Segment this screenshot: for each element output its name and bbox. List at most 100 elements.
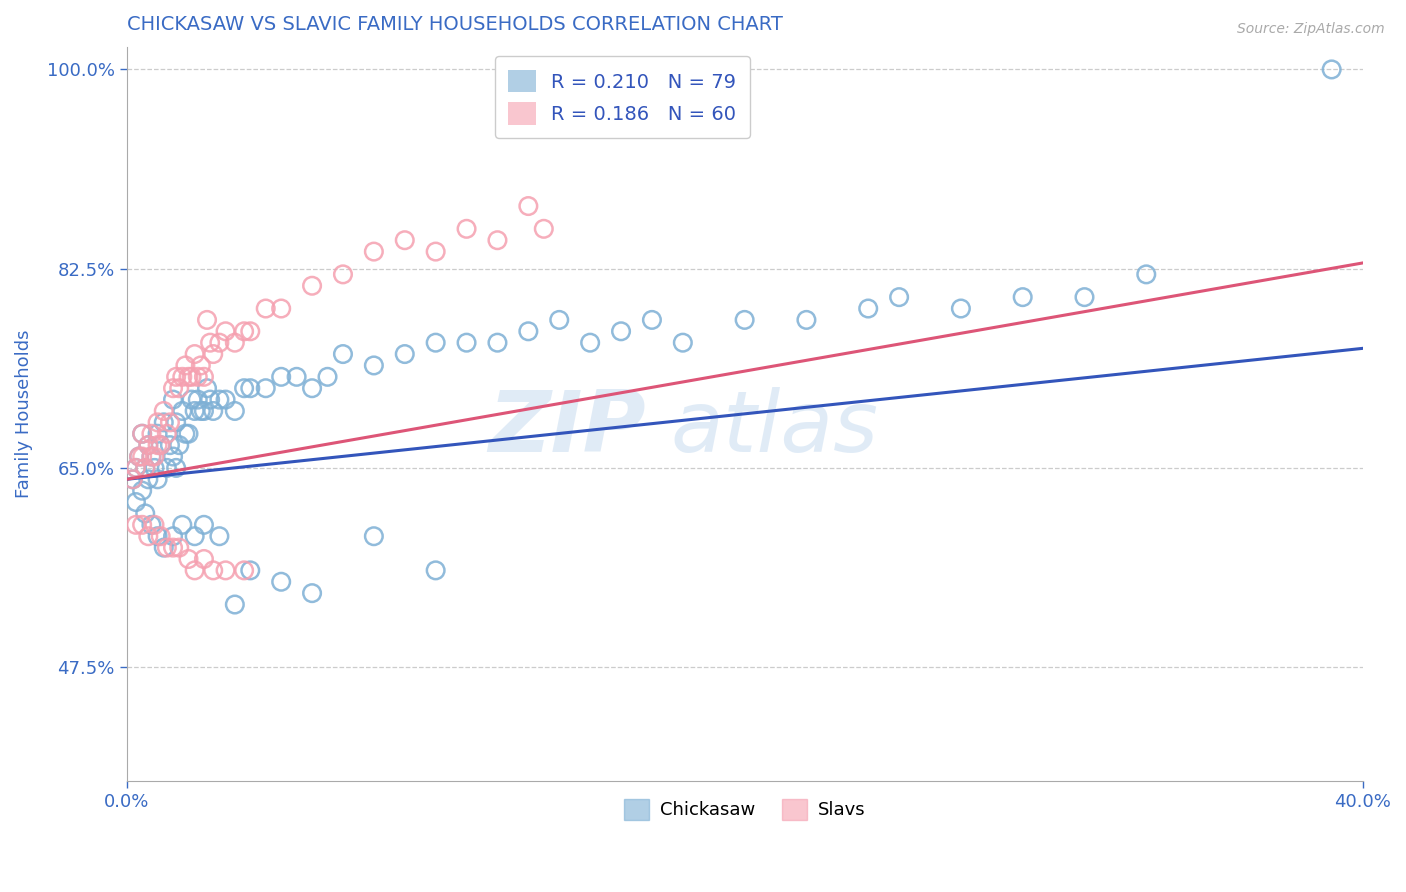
Point xyxy=(949,301,972,316)
Point xyxy=(1011,290,1033,304)
Point xyxy=(254,301,277,316)
Point xyxy=(301,278,323,293)
Point xyxy=(172,404,194,418)
Point xyxy=(177,552,200,566)
Point xyxy=(146,529,169,543)
Point xyxy=(193,404,215,418)
Point xyxy=(143,461,166,475)
Point xyxy=(167,381,190,395)
Point xyxy=(332,347,354,361)
Point xyxy=(187,392,209,407)
Legend: Chickasaw, Slavs: Chickasaw, Slavs xyxy=(616,792,873,827)
Point xyxy=(172,517,194,532)
Point xyxy=(363,529,385,543)
Point xyxy=(149,438,172,452)
Point xyxy=(858,301,880,316)
Point xyxy=(165,369,187,384)
Point xyxy=(136,472,159,486)
Point xyxy=(672,335,695,350)
Point xyxy=(165,416,187,430)
Point xyxy=(224,404,246,418)
Point xyxy=(887,290,910,304)
Point xyxy=(517,199,540,213)
Point xyxy=(332,268,354,282)
Point xyxy=(486,335,509,350)
Point xyxy=(233,324,256,338)
Point xyxy=(425,335,447,350)
Point xyxy=(180,392,202,407)
Point xyxy=(136,438,159,452)
Point xyxy=(141,426,163,441)
Point xyxy=(146,472,169,486)
Text: atlas: atlas xyxy=(671,387,879,470)
Point xyxy=(177,369,200,384)
Point xyxy=(1135,268,1157,282)
Point xyxy=(456,335,478,350)
Text: Source: ZipAtlas.com: Source: ZipAtlas.com xyxy=(1237,22,1385,37)
Point xyxy=(134,507,156,521)
Point xyxy=(149,438,172,452)
Point xyxy=(131,426,153,441)
Point xyxy=(425,244,447,259)
Point xyxy=(128,450,150,464)
Point xyxy=(486,233,509,247)
Y-axis label: Family Households: Family Households xyxy=(15,329,32,498)
Point xyxy=(146,438,169,452)
Point xyxy=(172,369,194,384)
Point xyxy=(301,586,323,600)
Text: CHICKASAW VS SLAVIC FAMILY HOUSEHOLDS CORRELATION CHART: CHICKASAW VS SLAVIC FAMILY HOUSEHOLDS CO… xyxy=(127,15,783,34)
Point xyxy=(456,222,478,236)
Point xyxy=(134,461,156,475)
Point xyxy=(187,369,209,384)
Point xyxy=(517,324,540,338)
Point xyxy=(193,369,215,384)
Point xyxy=(156,541,179,555)
Point xyxy=(270,574,292,589)
Point xyxy=(548,313,571,327)
Point xyxy=(183,347,205,361)
Point xyxy=(202,563,225,577)
Point xyxy=(141,450,163,464)
Point xyxy=(579,335,602,350)
Point xyxy=(159,416,181,430)
Point xyxy=(143,450,166,464)
Point xyxy=(131,450,153,464)
Point xyxy=(167,541,190,555)
Point xyxy=(125,495,148,509)
Point xyxy=(162,529,184,543)
Point xyxy=(796,313,818,327)
Point xyxy=(233,381,256,395)
Point xyxy=(136,438,159,452)
Point xyxy=(214,324,236,338)
Point xyxy=(208,335,231,350)
Point xyxy=(202,404,225,418)
Point xyxy=(734,313,756,327)
Point xyxy=(183,529,205,543)
Point xyxy=(125,461,148,475)
Point xyxy=(285,369,308,384)
Point xyxy=(270,301,292,316)
Point xyxy=(125,461,148,475)
Point xyxy=(162,392,184,407)
Point xyxy=(195,381,218,395)
Point xyxy=(152,404,174,418)
Point xyxy=(131,517,153,532)
Point xyxy=(162,450,184,464)
Point xyxy=(198,392,221,407)
Point xyxy=(141,517,163,532)
Point xyxy=(254,381,277,395)
Point xyxy=(198,335,221,350)
Point xyxy=(214,563,236,577)
Point xyxy=(610,324,633,338)
Point xyxy=(301,381,323,395)
Point xyxy=(146,416,169,430)
Point xyxy=(131,483,153,498)
Point xyxy=(202,347,225,361)
Point xyxy=(162,541,184,555)
Point xyxy=(641,313,664,327)
Point xyxy=(167,438,190,452)
Point xyxy=(224,598,246,612)
Point xyxy=(193,517,215,532)
Point xyxy=(174,426,197,441)
Point xyxy=(152,416,174,430)
